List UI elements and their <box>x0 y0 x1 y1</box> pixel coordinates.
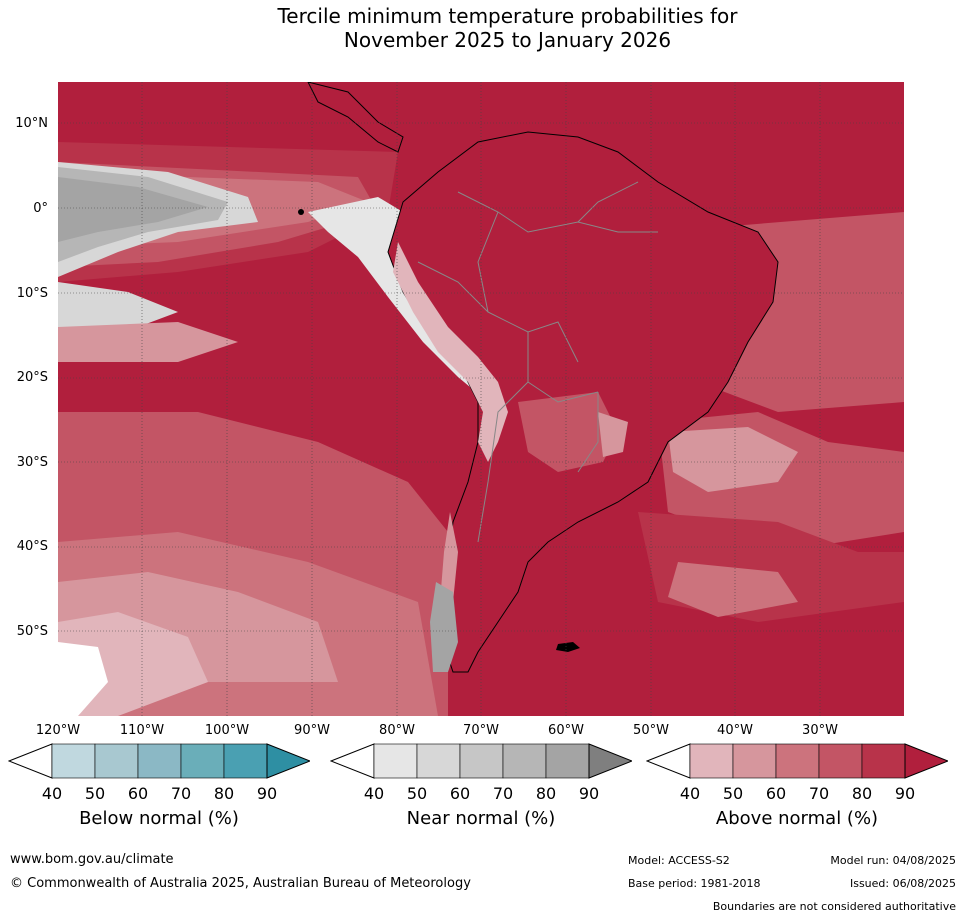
near-tick-50: 50 <box>406 784 428 803</box>
near-colorbar-segment-4 <box>502 743 547 779</box>
near-tick-90: 90 <box>578 784 600 803</box>
base-period-text: Base period: 1981-2018 <box>628 877 761 890</box>
colorbar-above <box>646 743 948 779</box>
near-tick-40: 40 <box>363 784 385 803</box>
lon-label-100w: 100°W <box>204 723 250 738</box>
lon-label-60w: 60°W <box>548 723 584 738</box>
lon-label-120w: 120°W <box>35 723 81 738</box>
near-colorbar-segment-3 <box>459 743 504 779</box>
above-tick-80: 80 <box>851 784 873 803</box>
above-tick-50: 50 <box>722 784 744 803</box>
below-colorbar-segment-5 <box>223 743 268 779</box>
lat-label-50s: 50°S <box>16 624 48 639</box>
above-normal-title: Above normal (%) <box>715 808 879 829</box>
probability-map <box>58 82 904 716</box>
lat-label-40s: 40°S <box>16 539 48 554</box>
galapagos-islands <box>298 209 304 215</box>
below-colorbar-segment-1 <box>51 743 96 779</box>
near-colorbar-segment-2 <box>416 743 461 779</box>
above-tick-70: 70 <box>808 784 830 803</box>
below-tick-80: 80 <box>213 784 235 803</box>
above-colorbar-segment-5 <box>861 743 906 779</box>
atlantic-south-60 <box>668 562 798 617</box>
near-tick-70: 70 <box>492 784 514 803</box>
below-tick-70: 70 <box>170 784 192 803</box>
below-tick-50: 50 <box>84 784 106 803</box>
gridlines <box>58 82 904 716</box>
inland-50-zone <box>598 412 628 457</box>
lon-label-80w: 80°W <box>379 723 415 738</box>
copyright-text: © Commonwealth of Australia 2025, Austra… <box>10 876 471 891</box>
lon-label-110w: 110°W <box>119 723 165 738</box>
near-colorbar-segment-5 <box>545 743 590 779</box>
lon-label-70w: 70°W <box>463 723 499 738</box>
near-colorbar-segment-1 <box>373 743 418 779</box>
below-colorbar-segment-2 <box>94 743 139 779</box>
cold-tongue-near-80 <box>58 177 208 242</box>
title-line-1: Tercile minimum temperature probabilitie… <box>277 4 738 28</box>
near-tick-60: 60 <box>449 784 471 803</box>
lon-label-40w: 40°W <box>717 723 753 738</box>
below-tick-60: 60 <box>127 784 149 803</box>
above-tick-60: 60 <box>765 784 787 803</box>
disclaimer-text: Boundaries are not considered authoritat… <box>712 900 956 913</box>
above-tick-90: 90 <box>894 784 916 803</box>
lon-label-50w: 50°W <box>633 723 669 738</box>
website-link[interactable]: www.bom.gov.au/climate <box>10 852 174 867</box>
lat-label-30s: 30°S <box>16 455 48 470</box>
below-tick-90: 90 <box>256 784 278 803</box>
map-svg <box>58 82 904 716</box>
central-america <box>307 82 404 153</box>
below-colorbar-segment-3 <box>137 743 182 779</box>
andes-strip <box>393 242 508 462</box>
near-colorbar-min-arrow <box>330 743 375 779</box>
below-normal-title: Below normal (%) <box>79 808 239 829</box>
above-colorbar-max-arrow <box>904 743 948 779</box>
near-normal-title: Near normal (%) <box>406 808 556 829</box>
atlantic-central-50 <box>668 427 798 492</box>
near-tick-80: 80 <box>535 784 557 803</box>
lon-label-30w: 30°W <box>802 723 838 738</box>
below-colorbar-max-arrow <box>266 743 310 779</box>
inland-70-zone <box>518 392 618 472</box>
lat-label-20s: 20°S <box>16 370 48 385</box>
lat-label-10n: 10°N <box>15 116 48 131</box>
near-colorbar-max-arrow <box>588 743 632 779</box>
issued-text: Issued: 06/08/2025 <box>849 877 956 890</box>
lat-label-0: 0° <box>33 201 48 216</box>
patagonia-near-normal <box>430 582 458 672</box>
below-colorbar-segment-4 <box>180 743 225 779</box>
below-colorbar-min-arrow <box>8 743 53 779</box>
above-tick-40: 40 <box>679 784 701 803</box>
colorbar-below <box>8 743 310 779</box>
lat-label-10s: 10°S <box>16 286 48 301</box>
colorbar-near <box>330 743 632 779</box>
map-title: Tercile minimum temperature probabilitie… <box>0 4 965 52</box>
lon-label-90w: 90°W <box>294 723 330 738</box>
south-pacific-white <box>58 642 108 716</box>
above-colorbar-min-arrow <box>646 743 691 779</box>
title-line-2: November 2025 to January 2026 <box>343 28 672 52</box>
below-tick-40: 40 <box>41 784 63 803</box>
above-colorbar-segment-2 <box>732 743 777 779</box>
model-run-text: Model run: 04/08/2025 <box>830 854 956 867</box>
falkland-islands <box>556 642 580 652</box>
above-colorbar-segment-3 <box>775 743 820 779</box>
above-colorbar-segment-4 <box>818 743 863 779</box>
above-colorbar-segment-1 <box>689 743 734 779</box>
country-borders <box>417 181 658 543</box>
above-50-patch <box>58 322 238 362</box>
model-text: Model: ACCESS-S2 <box>628 854 730 867</box>
